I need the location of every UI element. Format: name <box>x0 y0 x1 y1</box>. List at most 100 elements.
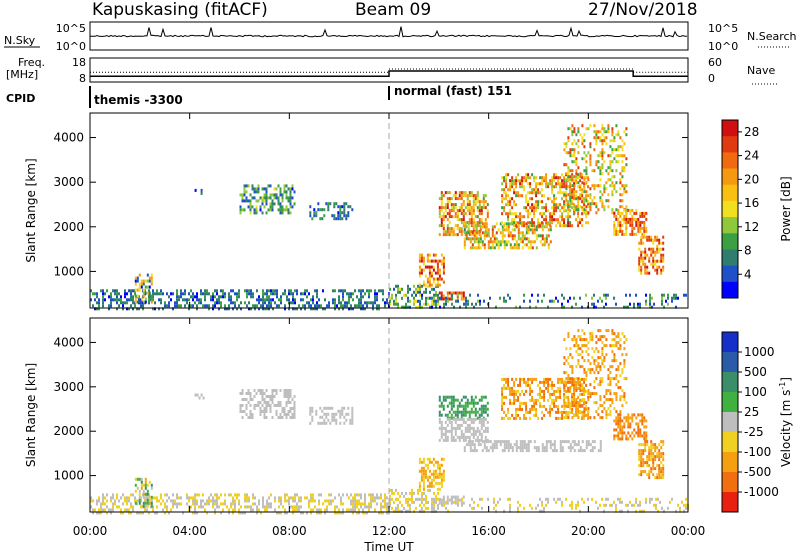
data-cell <box>483 237 486 241</box>
data-cell <box>462 218 465 222</box>
data-cell <box>420 259 423 263</box>
data-cell <box>577 208 580 212</box>
data-cell <box>571 169 574 173</box>
data-cell <box>360 295 362 299</box>
data-cell <box>549 440 552 444</box>
data-cell <box>660 440 663 444</box>
data-cell <box>464 206 467 210</box>
data-cell <box>152 292 154 296</box>
data-cell <box>255 190 258 194</box>
freq-tick-bottom-left: 8 <box>79 72 86 85</box>
data-cell <box>599 404 602 408</box>
data-cell <box>327 412 330 416</box>
data-cell <box>463 225 466 229</box>
data-cell <box>581 191 584 195</box>
data-cell <box>607 377 610 381</box>
data-cell <box>535 182 538 186</box>
data-cell <box>164 493 166 497</box>
data-cell <box>482 417 485 421</box>
data-cell <box>515 203 518 207</box>
data-cell <box>665 299 667 303</box>
data-cell <box>527 215 530 219</box>
data-cell <box>310 493 312 497</box>
data-cell <box>458 401 461 405</box>
data-cell <box>587 443 590 447</box>
colorbar-swatch <box>722 265 738 283</box>
data-cell <box>615 133 618 137</box>
data-cell <box>140 499 142 503</box>
data-cell <box>262 295 264 299</box>
data-cell <box>239 407 242 410</box>
data-cell <box>120 298 122 302</box>
data-cell <box>182 298 184 302</box>
data-cell <box>473 305 475 309</box>
data-cell <box>265 202 268 206</box>
data-cell <box>539 212 542 216</box>
data-cell <box>543 509 545 513</box>
data-cell <box>96 307 98 311</box>
data-cell <box>547 209 550 213</box>
data-cell <box>565 410 568 414</box>
data-cell <box>472 426 475 430</box>
data-cell <box>595 184 598 188</box>
data-cell <box>565 395 568 399</box>
data-cell <box>581 386 584 390</box>
data-cell <box>448 221 451 225</box>
data-cell <box>662 241 665 245</box>
colorbar-tick-label: -25 <box>744 425 764 439</box>
data-cell <box>418 460 421 464</box>
data-cell <box>287 389 290 392</box>
data-cell <box>436 262 439 266</box>
data-cell <box>537 203 540 207</box>
data-cell <box>533 446 536 450</box>
data-cell <box>541 404 544 408</box>
data-cell <box>277 404 280 407</box>
data-cell <box>136 307 138 311</box>
data-cell <box>274 292 276 296</box>
data-cell <box>478 200 481 204</box>
data-cell <box>454 438 457 442</box>
data-cell <box>321 415 324 419</box>
data-cell <box>549 228 552 232</box>
data-cell <box>551 179 554 183</box>
data-cell <box>216 505 218 509</box>
data-cell <box>450 426 453 430</box>
data-cell <box>442 475 445 479</box>
data-cell <box>440 484 443 488</box>
data-cell <box>581 212 584 216</box>
data-cell <box>142 492 145 496</box>
data-cell <box>468 209 471 213</box>
data-cell <box>440 413 443 417</box>
data-cell <box>420 268 423 272</box>
data-cell <box>601 142 604 146</box>
data-cell <box>345 412 348 416</box>
data-cell <box>289 187 292 191</box>
data-cell <box>220 304 222 308</box>
data-cell <box>431 305 433 309</box>
data-cell <box>268 496 270 500</box>
data-cell <box>621 193 624 197</box>
data-cell <box>316 289 318 293</box>
data-cell <box>265 389 268 392</box>
data-cell <box>218 505 220 509</box>
data-cell <box>561 416 564 420</box>
data-cell <box>284 493 286 497</box>
data-cell <box>372 301 374 305</box>
data-cell <box>491 240 494 244</box>
data-cell <box>258 502 260 506</box>
data-cell <box>448 420 451 424</box>
data-cell <box>549 377 552 381</box>
data-cell <box>563 148 566 152</box>
data-cell <box>465 305 467 309</box>
data-cell <box>641 419 644 423</box>
data-cell <box>152 508 154 512</box>
data-cell <box>507 234 510 238</box>
data-cell <box>326 505 328 509</box>
data-cell <box>384 505 386 509</box>
data-cell <box>581 497 583 501</box>
data-cell <box>350 295 352 299</box>
data-cell <box>440 423 443 427</box>
data-cell <box>341 409 344 413</box>
data-cell <box>327 208 330 212</box>
data-cell <box>104 502 106 506</box>
